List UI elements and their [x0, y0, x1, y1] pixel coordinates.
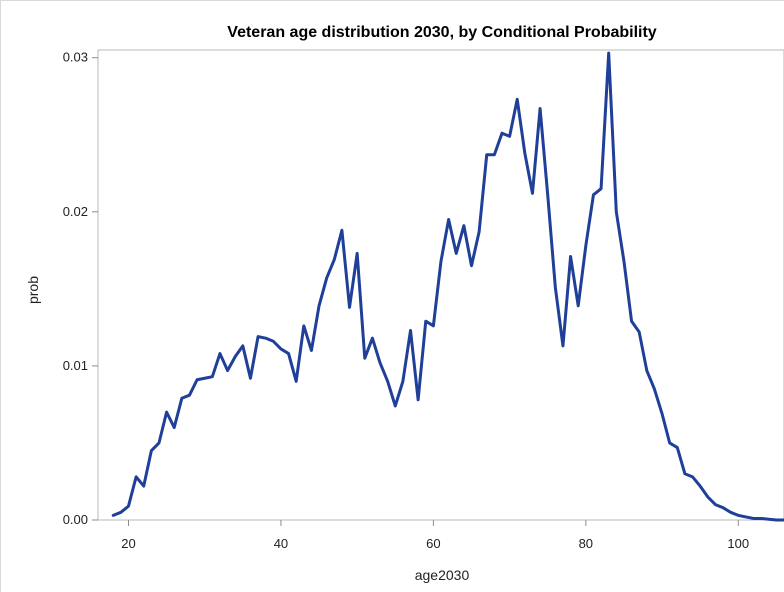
chart-title: Veteran age distribution 2030, by Condit… — [227, 24, 657, 41]
y-axis-label: prob — [25, 276, 41, 304]
y-tick-label: 0.02 — [63, 204, 88, 219]
series-line — [111, 51, 784, 522]
plot-frame — [97, 49, 784, 521]
x-tick-label: 40 — [274, 536, 288, 551]
y-tick-label: 0.01 — [63, 358, 88, 373]
ticks-layer: 20 40 60 80 100 0.00 0.01 0.02 0.03 — [63, 50, 749, 551]
x-axis-label: age2030 — [415, 567, 470, 583]
y-tick-label: 0.03 — [63, 50, 88, 65]
x-tick-label: 80 — [579, 536, 593, 551]
x-tick-label: 100 — [727, 536, 749, 551]
series-layer — [111, 51, 784, 522]
x-tick-label: 20 — [121, 536, 135, 551]
x-tick-label: 60 — [426, 536, 440, 551]
y-tick-label: 0.00 — [63, 512, 88, 527]
plot-area: 20 40 60 80 100 0.00 0.01 0.02 0.03 — [63, 49, 784, 551]
